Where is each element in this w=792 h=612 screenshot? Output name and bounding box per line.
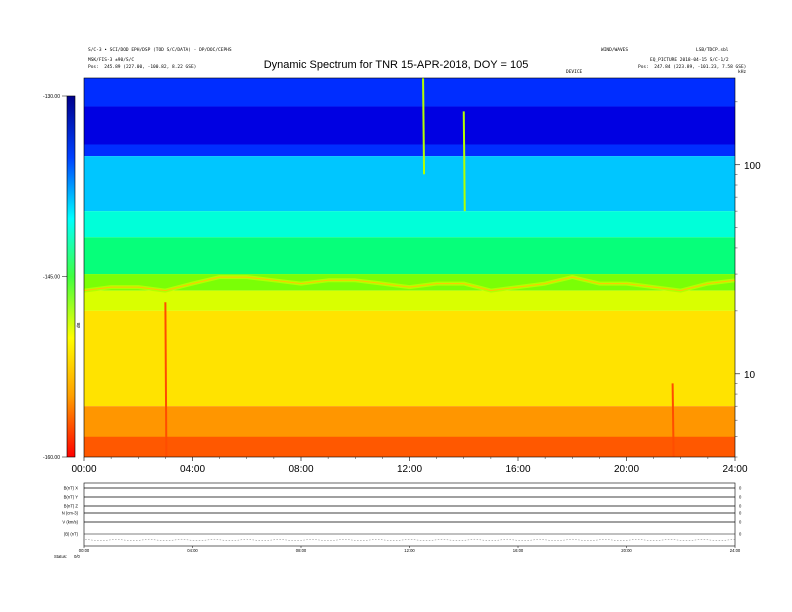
header-center-small: DEVICE	[566, 70, 583, 75]
header-right-pos-label: Pos:	[638, 65, 649, 70]
bottom-panel-row-value: 0	[739, 520, 742, 525]
bottom-x-tick-label: 16:00	[513, 548, 524, 553]
y-tick-label: 10	[744, 370, 756, 381]
x-tick-label: 20:00	[614, 464, 639, 475]
x-tick-label: 00:00	[71, 464, 96, 475]
x-axis-ticks: 00:00 04:00 08:00 12:00 16:00 20:00 24:00	[71, 457, 748, 475]
y-axis-ticks: 100 10	[735, 101, 761, 458]
header-right-line2: EQ_PICTURE 2018-04-15 S/C-1/2	[650, 58, 729, 63]
bottom-x-tick-label: 24:00	[730, 548, 741, 553]
bottom-panel-frame	[83, 482, 736, 547]
y-tick-label: 100	[744, 161, 761, 172]
bottom-panel-trace	[83, 538, 736, 541]
x-tick-label: 12:00	[397, 464, 422, 475]
bottom-panel-row-label: B(nT) Y	[64, 495, 79, 500]
header-right-pos-value: 247.84 (223.89, -101.23, 7.58 GSE)	[654, 65, 747, 70]
bottom-panel-row-value: 0	[739, 495, 742, 500]
x-tick-label: 08:00	[288, 464, 313, 475]
radio-burst	[422, 77, 426, 175]
radio-burst	[462, 111, 466, 212]
colorbar-tick-label: -130.00	[43, 94, 60, 100]
spectrogram	[83, 77, 736, 458]
bottom-panel-row-label: V (km/s)	[62, 520, 78, 525]
colorbar-tick-label: -145.00	[43, 275, 60, 281]
bottom-panel-row-label: |B| (nT)	[64, 532, 78, 537]
bottom-x-tick-label: 08:00	[296, 548, 307, 553]
spectrum-band	[84, 237, 735, 275]
colorbar	[66, 95, 76, 458]
bottom-x-tick-label: 00:00	[79, 548, 90, 553]
header-left-pos-value: 245.89 (227.00, -100.82, 8.22 GSE)	[104, 65, 197, 70]
bottom-panel-row-value: 0	[739, 486, 742, 491]
spectrum-low-strip	[84, 436, 735, 457]
bottom-panel-row-value: 0	[739, 511, 742, 516]
bottom-panel-row-value: 0	[739, 504, 742, 509]
spectrum-band	[84, 290, 735, 311]
status-value: 0/0	[74, 554, 80, 559]
x-tick-label: 16:00	[505, 464, 530, 475]
spectrum-band	[84, 106, 735, 145]
emission-band-core	[83, 276, 736, 292]
bottom-x-tick-label: 20:00	[621, 548, 632, 553]
x-tick-label: 04:00	[180, 464, 205, 475]
header-left-pos-label: Pos:	[88, 65, 99, 70]
header-right-top2: LSB/TDCP.sbl	[696, 48, 729, 53]
header-left-line1: S/C-3 • SCI/DOD EPH/DSP (TOD S/C/DATA) -…	[88, 48, 232, 53]
spectrum-band	[84, 211, 735, 238]
radio-burst	[164, 302, 168, 458]
radio-burst	[671, 383, 675, 458]
colorbar-ticks: -130.00 -145.00 -160.00	[43, 94, 67, 461]
bottom-panel-row-value: 0	[739, 532, 742, 537]
bottom-panel: B(nT) X 0 B(nT) Y 0 B(nT) Z 0 N (cm-3) 0 V (km/s…	[54, 482, 742, 559]
chart-title: Dynamic Spectrum for TNR 15-APR-2018, DO…	[263, 59, 529, 71]
spectrum-band	[84, 156, 735, 212]
header-right-top: WIND/WAVES	[601, 48, 629, 53]
spectrum-band	[84, 144, 735, 157]
spectrum-band	[84, 78, 735, 107]
top-right-unit: kHz	[738, 70, 747, 75]
colorbar-tick-label: -160.00	[43, 455, 60, 461]
header-right-pos: Pos: 247.84 (223.89, -101.23, 7.58 GSE)	[638, 65, 746, 70]
status-label: Status:	[54, 554, 67, 559]
spectrum-band	[84, 310, 735, 407]
x-tick-label: 24:00	[722, 464, 747, 475]
bottom-panel-row-label: N (cm-3)	[62, 511, 79, 516]
bottom-x-tick-label: 04:00	[187, 548, 198, 553]
bottom-x-tick-label: 12:00	[404, 548, 415, 553]
header-left-pos: Pos: 245.89 (227.00, -100.82, 8.22 GSE)	[88, 65, 196, 70]
header-left-line2: MSK/FIS-3 ±90/S/C	[88, 58, 135, 63]
bottom-panel-row-label: B(nT) X	[64, 486, 79, 491]
colorbar-label: dB	[76, 322, 81, 328]
bottom-panel-row-label: B(nT) Z	[64, 504, 79, 509]
